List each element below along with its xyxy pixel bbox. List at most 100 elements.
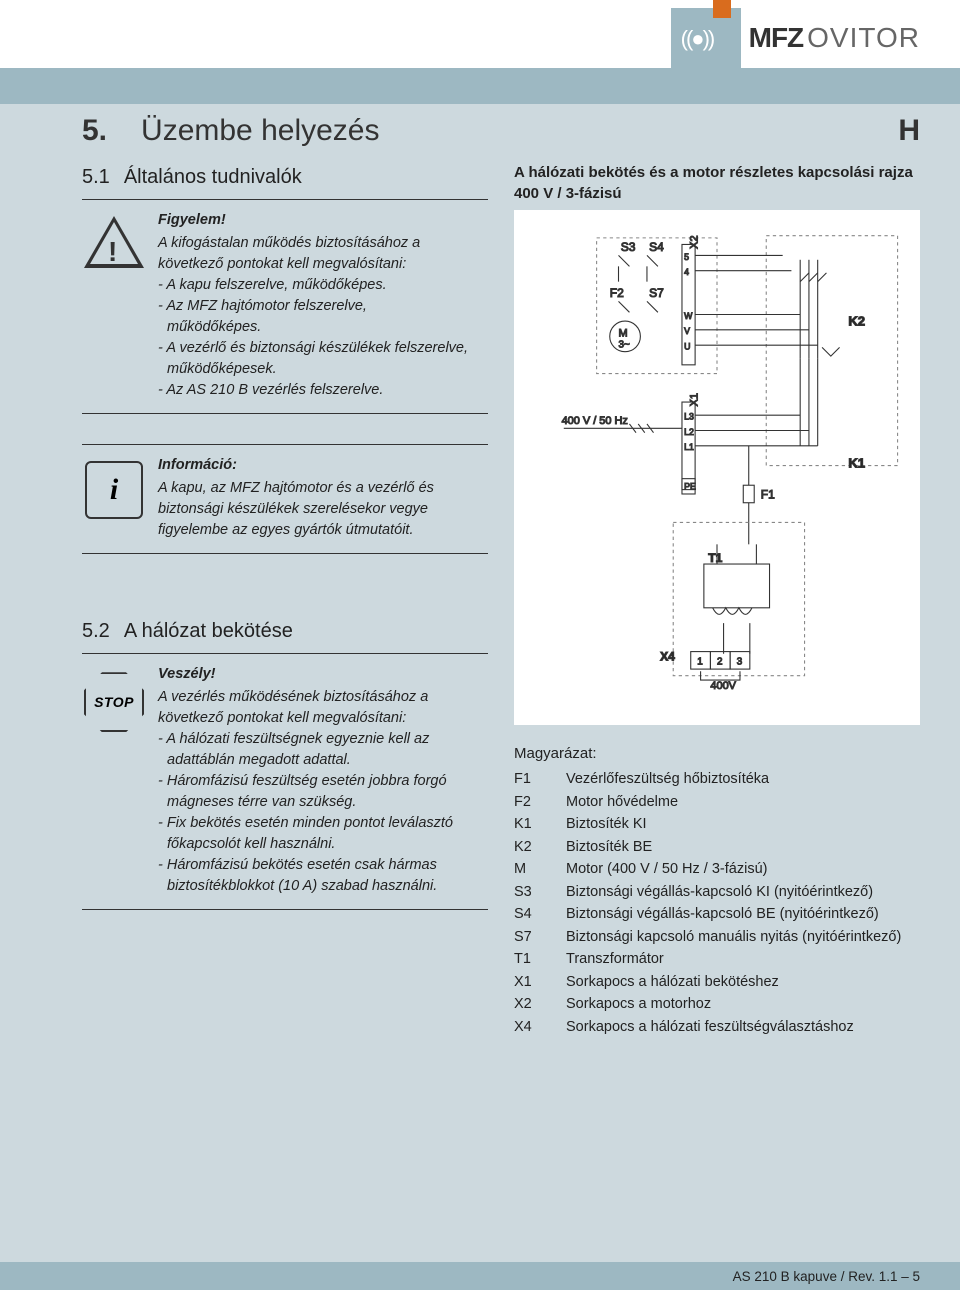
legend-value: Biztonsági végállás-kapcsoló BE (nyitóér…	[566, 903, 879, 925]
logo-text-mfz: MFZ	[749, 22, 804, 54]
warning-bullet: - Az MFZ hajtómotor felszerelve,	[158, 296, 468, 317]
legend-row: T1Transzformátor	[514, 948, 920, 970]
svg-text:X2: X2	[688, 235, 700, 248]
svg-text:2: 2	[717, 657, 722, 668]
legend-key: X4	[514, 1016, 546, 1038]
legend-title: Magyarázat:	[514, 745, 920, 762]
danger-bullet: - Fix bekötés esetén minden pontot levál…	[158, 813, 453, 834]
danger-bullet: - A hálózati feszültségnek egyeznie kell…	[158, 729, 453, 750]
legend-row: F1 Vezérlőfeszültség hőbiztosítéka	[514, 768, 920, 790]
svg-text:400V: 400V	[710, 680, 736, 692]
legend-row: X1 Sorkapocs a hálózati bekötéshez	[514, 971, 920, 993]
svg-text:L3: L3	[684, 412, 694, 422]
legend-key: X1	[514, 971, 546, 993]
svg-text:M: M	[619, 327, 628, 339]
wiring-title: A hálózati bekötés és a motor részletes …	[514, 162, 920, 183]
legend-key: F1	[514, 768, 546, 790]
svg-text:F1: F1	[761, 487, 775, 501]
legend-key: S7	[514, 926, 546, 948]
legend-value: Transzformátor	[566, 948, 664, 970]
chapter-title: Üzembe helyezés	[141, 114, 379, 148]
legend-value: Motor hővédelme	[566, 791, 678, 813]
warning-bullet: - Az AS 210 B vezérlés felszerelve.	[158, 380, 468, 401]
logo-text-ovitor: OVITOR	[807, 22, 920, 54]
legend-row: S7 Biztonsági kapcsoló manuális nyitás (n…	[514, 926, 920, 948]
chapter-number: 5.	[82, 114, 107, 148]
warning-line: A kifogástalan működés biztosításához a	[158, 233, 468, 254]
svg-text:4: 4	[684, 267, 689, 277]
wiring-diagram: S3 S4 F2 S7 M 3~ X2	[514, 210, 920, 725]
svg-text:K1: K1	[848, 456, 865, 471]
svg-text:400 V / 50 Hz: 400 V / 50 Hz	[562, 415, 628, 427]
danger-bullet: biztosítékblokkot (10 A) szabad használn…	[158, 876, 453, 897]
svg-text:U: U	[684, 342, 690, 352]
legend-row: K2Biztosíték BE	[514, 836, 920, 858]
svg-text:V: V	[684, 326, 690, 336]
legend-key: X2	[514, 993, 546, 1015]
logo-mark-icon	[671, 8, 741, 68]
svg-text:PE: PE	[684, 482, 696, 492]
svg-text:X1: X1	[688, 393, 700, 406]
svg-text:S4: S4	[649, 240, 664, 254]
legend-key: M	[514, 858, 546, 880]
legend-key: S3	[514, 881, 546, 903]
legend-row: X4Sorkapocs a hálózati feszültségválaszt…	[514, 1016, 920, 1038]
legend-value: Vezérlőfeszültség hőbiztosítéka	[566, 768, 769, 790]
info-line: figyelembe az egyes gyártók útmutatóit.	[158, 520, 434, 541]
legend-value: Biztonsági kapcsoló manuális nyitás (nyi…	[566, 926, 901, 948]
legend-key: F2	[514, 791, 546, 813]
info-line: biztonsági készülékek szerelésekor vegye	[158, 499, 434, 520]
legend-value: Biztonsági végállás-kapcsoló KI (nyitóér…	[566, 881, 873, 903]
right-column: A hálózati bekötés és a motor részletes …	[514, 162, 920, 1038]
warning-bullet: működőképes.	[158, 317, 468, 338]
top-band	[0, 68, 960, 104]
svg-text:L2: L2	[684, 427, 694, 437]
section-title: A hálózat bekötése	[124, 620, 293, 643]
svg-text:3~: 3~	[619, 339, 630, 350]
info-block: i Információ: A kapu, az MFZ hajtómotor …	[82, 444, 488, 554]
danger-bullet: főkapcsolót kell használni.	[158, 834, 453, 855]
warning-bullet: - A vezérlő és biztonsági készülékek fel…	[158, 338, 468, 359]
svg-text:W: W	[684, 311, 693, 321]
legend-value: Biztosíték KI	[566, 813, 647, 835]
svg-text:3: 3	[737, 657, 743, 668]
legend-key: K1	[514, 813, 546, 835]
footer-text: AS 210 B kapuve / Rev. 1.1 – 5	[733, 1269, 920, 1284]
legend-value: Sorkapocs a hálózati bekötéshez	[566, 971, 779, 993]
section-title: Általános tudnivalók	[124, 166, 302, 189]
legend-table: F1 Vezérlőfeszültség hőbiztosítéka F2 Motor…	[514, 768, 920, 1038]
danger-line: következő pontokat kell megvalósítani:	[158, 708, 453, 729]
section-number: 5.2	[82, 620, 110, 643]
warning-bullet: működőképesek.	[158, 359, 468, 380]
svg-text:L1: L1	[684, 442, 694, 452]
info-head: Információ:	[158, 455, 434, 476]
svg-text:F2: F2	[610, 286, 624, 300]
legend-row: S3 Biztonsági végállás-kapcsoló KI (nyitó…	[514, 881, 920, 903]
page-footer: AS 210 B kapuve / Rev. 1.1 – 5	[0, 1262, 960, 1290]
stop-icon: STOP	[82, 670, 146, 734]
legend-key: S4	[514, 903, 546, 925]
section-number: 5.1	[82, 166, 110, 189]
danger-head: Veszély!	[158, 664, 453, 685]
legend-value: Sorkapocs a motorhoz	[566, 993, 711, 1015]
svg-text:T1: T1	[708, 551, 722, 565]
danger-bullet: mágneses térre van szükség.	[158, 792, 453, 813]
legend-row: M Motor (400 V / 50 Hz / 3-fázisú)	[514, 858, 920, 880]
legend-value: Biztosíték BE	[566, 836, 652, 858]
danger-bullet: - Háromfázisú bekötés esetén csak hármas	[158, 855, 453, 876]
logo-header: MFZ OVITOR	[0, 0, 960, 68]
legend-row: S4 Biztonsági végállás-kapcsoló BE (nyitó…	[514, 903, 920, 925]
language-marker: H	[898, 114, 920, 148]
warning-line: következő pontokat kell megvalósítani:	[158, 254, 468, 275]
legend-row: K1 Biztosíték KI	[514, 813, 920, 835]
danger-bullet: - Háromfázisú feszültség esetén jobbra f…	[158, 771, 453, 792]
info-line: A kapu, az MFZ hajtómotor és a vezérlő é…	[158, 478, 434, 499]
svg-text:X4: X4	[660, 649, 675, 663]
danger-bullet: adattáblán megadott adattal.	[158, 750, 453, 771]
warning-head: Figyelem!	[158, 210, 468, 231]
legend-row: X2 Sorkapocs a motorhoz	[514, 993, 920, 1015]
chapter-heading: 5. Üzembe helyezés H	[0, 104, 960, 162]
legend-row: F2 Motor hővédelme	[514, 791, 920, 813]
legend-value: Motor (400 V / 50 Hz / 3-fázisú)	[566, 858, 767, 880]
svg-text:S3: S3	[621, 240, 636, 254]
